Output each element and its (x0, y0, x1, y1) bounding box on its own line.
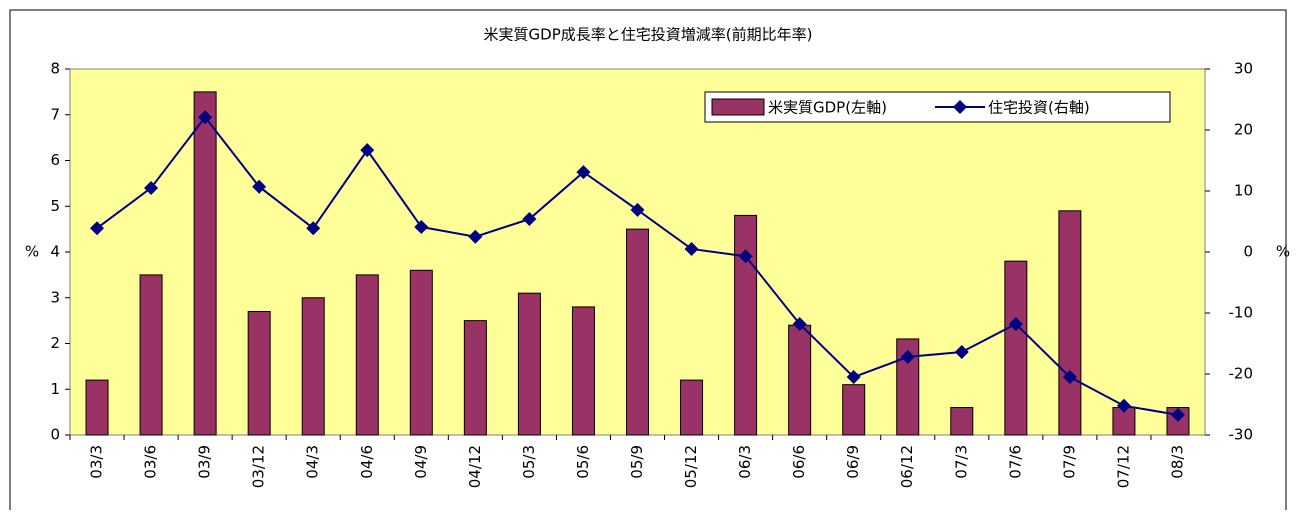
x-tick-label: 08/3 (1168, 445, 1186, 479)
marker (468, 229, 483, 244)
marker (360, 143, 375, 158)
marker (198, 110, 213, 125)
y2-tick-label: -30 (1229, 426, 1254, 444)
y-tick-label: 4 (50, 243, 60, 261)
bar (950, 407, 974, 436)
y2-tick-label: -10 (1229, 304, 1254, 322)
y2-tick-label: 20 (1234, 121, 1253, 139)
marker (1008, 316, 1023, 331)
marker (792, 316, 807, 331)
marker (1170, 407, 1185, 422)
bar (301, 297, 325, 436)
x-tick-label: 04/6 (358, 445, 376, 479)
x-tick-label: 06/12 (898, 445, 916, 488)
x-tick-label: 06/3 (736, 445, 754, 479)
bar (788, 324, 812, 436)
bar (139, 274, 163, 436)
y2-axis-label: % (1276, 243, 1290, 261)
y-tick-label: 8 (50, 60, 60, 78)
legend-label: 米実質GDP(左軸) (768, 99, 887, 117)
x-tick-label: 05/6 (574, 445, 592, 479)
bar (734, 214, 758, 436)
bar (247, 310, 271, 436)
marker (1062, 370, 1077, 385)
y-tick-label: 0 (50, 426, 60, 444)
bar (409, 269, 433, 436)
x-tick-label: 05/9 (628, 445, 646, 479)
y2-tick-label: 10 (1234, 182, 1253, 200)
marker (144, 180, 159, 195)
x-tick-label: 03/9 (196, 445, 214, 479)
marker (1116, 398, 1131, 413)
marker (522, 212, 537, 227)
y2-tick-label: -20 (1229, 365, 1254, 383)
x-tick-label: 07/6 (1006, 445, 1024, 479)
marker (630, 202, 645, 217)
x-tick-label: 06/6 (790, 445, 808, 479)
y-tick-label: 2 (50, 334, 60, 352)
y2-tick-label: 0 (1243, 243, 1253, 261)
bar (193, 91, 217, 436)
x-tick-label: 04/3 (304, 445, 322, 479)
marker (576, 165, 591, 180)
marker (252, 179, 267, 194)
y-tick-label: 3 (50, 288, 60, 306)
y-tick-label: 5 (50, 197, 60, 215)
bar (85, 379, 109, 436)
x-tick-label: 05/3 (520, 445, 538, 479)
bar (571, 306, 595, 436)
x-tick-label: 04/12 (466, 445, 484, 488)
chart-title: 米実質GDP成長率と住宅投資増減率(前期比年率) (484, 26, 813, 44)
legend-swatch (711, 98, 765, 116)
y-tick-label: 1 (50, 380, 60, 398)
bar (355, 274, 379, 436)
marker (900, 349, 915, 364)
marker (738, 249, 753, 264)
bar (680, 379, 704, 436)
x-tick-label: 05/12 (682, 445, 700, 488)
legend-swatch (953, 100, 967, 114)
x-tick-label: 07/9 (1060, 445, 1078, 479)
x-tick-label: 06/9 (844, 445, 862, 479)
y2-tick-label: 30 (1234, 60, 1253, 78)
bar (1004, 260, 1028, 436)
y-tick-label: 7 (50, 105, 60, 123)
bar (517, 292, 541, 436)
marker (684, 241, 699, 256)
marker (90, 221, 105, 236)
bar (842, 384, 866, 436)
bar (896, 338, 920, 436)
y-axis-label: % (25, 243, 39, 261)
x-tick-label: 04/9 (412, 445, 430, 479)
marker (306, 221, 321, 236)
bar (463, 320, 487, 436)
x-tick-label: 03/12 (250, 445, 268, 488)
marker (954, 345, 969, 360)
bar (1058, 210, 1082, 436)
x-tick-label: 03/6 (142, 445, 160, 479)
marker (414, 219, 429, 234)
marker (846, 370, 861, 385)
x-tick-label: 07/12 (1114, 445, 1132, 488)
legend-label: 住宅投資(右軸) (988, 99, 1090, 117)
x-tick-label: 03/3 (88, 445, 106, 479)
x-tick-label: 07/3 (952, 445, 970, 479)
bar (626, 228, 649, 436)
y-tick-label: 6 (50, 151, 60, 169)
